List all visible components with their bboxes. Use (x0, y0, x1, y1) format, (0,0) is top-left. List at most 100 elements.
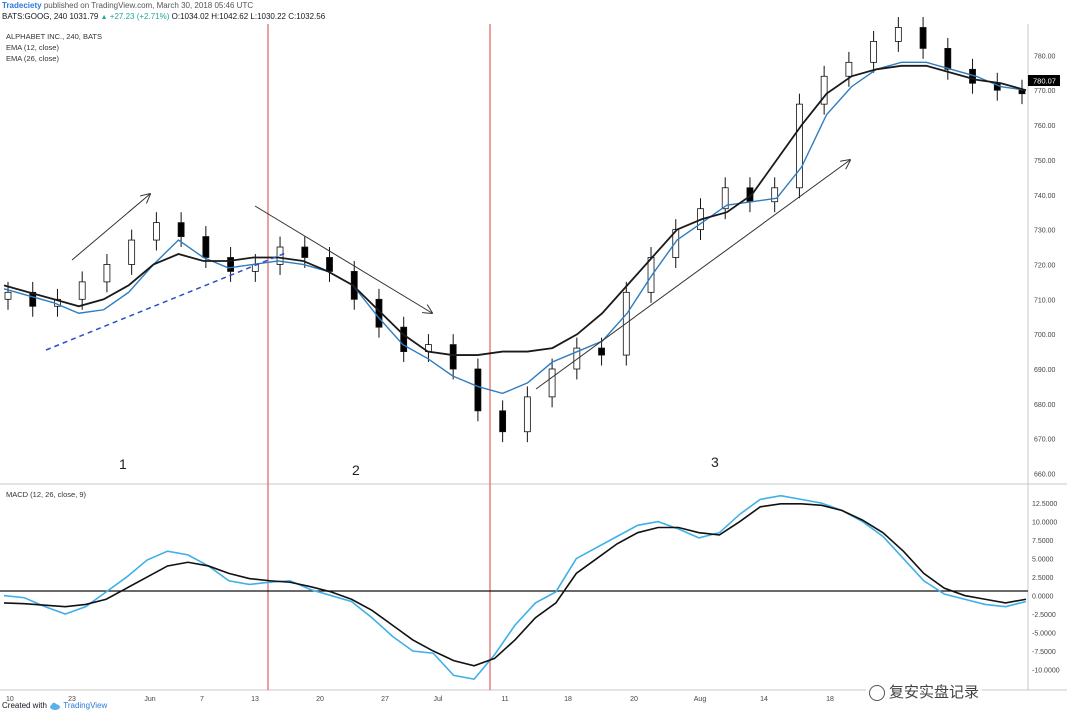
current-price-label: 780.07 (1033, 77, 1056, 86)
candle-body (820, 75, 828, 105)
wechat-icon (869, 685, 885, 702)
price-tick-label: 700.00 (1034, 332, 1056, 339)
legend-instrument: ALPHABET INC., 240, BATS (6, 32, 102, 41)
price-tick-label: 720.00 (1034, 262, 1056, 269)
candle-body (29, 291, 37, 307)
price-axis: 660.00 670.00 680.00 690.00 700.00 710.00 720.… (1034, 53, 1056, 478)
price-tick-label: 680.00 (1034, 402, 1056, 409)
price-tick-label: 660.00 (1034, 472, 1056, 479)
macd-tick-label: 0.0000 (1032, 594, 1054, 601)
watermark-text: 复安实盘记录 (889, 684, 980, 701)
downtrend-arrow (254, 205, 432, 313)
up-triangle-icon: ▲ (100, 14, 108, 21)
time-tick-label: Jul (434, 696, 443, 703)
ema-slow-line (3, 64, 1027, 356)
close-value: C:1032.56 (288, 12, 326, 21)
candle-body (523, 396, 531, 433)
time-tick-label: 10 (6, 696, 14, 703)
legend-ema-fast: EMA (12, close) (6, 43, 59, 52)
last-price: 1031.79 (69, 12, 99, 21)
time-tick-label: Aug (694, 696, 707, 703)
symbol-label: BATS:GOOG, 240 (2, 12, 68, 21)
legend-ema-slow: EMA (26, close) (6, 54, 59, 63)
candle-body (796, 103, 803, 189)
macd-lines (3, 494, 1027, 680)
time-tick-label: 18 (564, 696, 572, 703)
macd-tick-label: 5.0000 (1032, 557, 1054, 564)
candle-body (598, 347, 605, 356)
ohlc-line: BATS:GOOG, 240 1031.79 ▲ +27.23 (+2.71%)… (2, 12, 325, 21)
candle-body (894, 27, 902, 42)
price-tick-label: 670.00 (1034, 437, 1056, 444)
candle-body (103, 264, 111, 283)
candle-body (227, 257, 234, 272)
macd-tick-label: 12.5000 (1032, 501, 1057, 508)
macd-tick-label: -7.5000 (1032, 649, 1056, 656)
candle-body (771, 187, 779, 203)
candle-body (400, 326, 408, 352)
tradingview-link[interactable]: TradingView (63, 701, 108, 710)
time-tick-label: 11 (501, 696, 508, 703)
time-tick-label: 20 (316, 696, 324, 703)
dashed-trendline (45, 251, 289, 351)
candle-body (474, 368, 482, 412)
low-value: L:1030.22 (250, 12, 286, 21)
watermark-badge: 复安实盘记录 (866, 681, 983, 702)
high-value: H:1042.62 (211, 12, 249, 21)
ema-lines (3, 61, 1027, 395)
macd-tick-label: -10.0000 (1032, 668, 1060, 675)
macd-line (3, 494, 1027, 680)
price-tick-label: 730.00 (1034, 228, 1056, 235)
candle-body (152, 222, 160, 241)
candle-body (845, 61, 853, 77)
published-text: published on TradingView.com, March 30, … (43, 1, 254, 10)
macd-tick-label: 7.5000 (1032, 538, 1054, 545)
price-pane[interactable] (0, 24, 1028, 484)
footer: Created with TradingView (2, 701, 107, 710)
ema-fast-line (3, 61, 1027, 395)
price-tick-label: 710.00 (1034, 297, 1056, 304)
candle-body (4, 291, 12, 300)
candle-body (870, 41, 878, 63)
time-tick-label: 13 (251, 696, 259, 703)
open-value: O:1034.02 (171, 12, 209, 21)
candle-body (128, 239, 136, 265)
current-price-tag (1028, 75, 1060, 86)
phase-label-3: 3 (711, 454, 719, 470)
candle-body (449, 344, 457, 370)
macd-tick-label: 2.5000 (1032, 575, 1054, 582)
macd-tick-label: 10.0000 (1032, 520, 1057, 527)
candle-body (721, 187, 729, 210)
candle-body (326, 257, 333, 272)
time-tick-label: 20 (630, 696, 638, 703)
candle-body (202, 236, 210, 258)
candle-body (177, 222, 185, 237)
time-tick-label: 23 (68, 696, 76, 703)
candle-body (78, 281, 86, 300)
created-with-text: Created with (2, 701, 47, 710)
price-tick-label: 770.00 (1034, 88, 1056, 95)
time-axis: 10 23 Jun 7 13 20 27 Jul 11 18 20 Aug 14 18 (6, 696, 834, 703)
time-tick-label: 18 (826, 696, 834, 703)
uptrend-arrow (71, 194, 150, 261)
macd-tick-label: -2.5000 (1032, 612, 1056, 619)
candle-body (1018, 89, 1026, 95)
candle-body (647, 257, 655, 293)
signal-line (3, 503, 1027, 667)
macd-tick-label: -5.0000 (1032, 631, 1056, 638)
uptrend-arrow (535, 160, 850, 390)
price-tick-label: 750.00 (1034, 158, 1056, 165)
price-tick-label: 690.00 (1034, 367, 1056, 374)
candle-body (573, 347, 581, 370)
brand-name[interactable]: Tradeciety (2, 1, 42, 10)
time-tick-label: 7 (200, 696, 204, 703)
candle-body (301, 246, 309, 258)
price-tick-label: 760.00 (1034, 123, 1056, 130)
tradingview-cloud-icon (50, 702, 61, 710)
time-tick-label: 27 (381, 696, 389, 703)
phase-label-1: 1 (119, 456, 127, 472)
time-tick-label: 14 (760, 696, 768, 703)
candle-body (499, 410, 507, 433)
price-change: +27.23 (+2.71%) (109, 12, 170, 21)
